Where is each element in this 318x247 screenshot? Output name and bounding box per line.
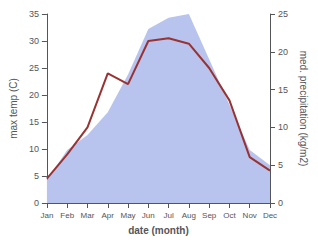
svg-text:Jun: Jun: [142, 211, 155, 220]
svg-text:5: 5: [34, 171, 39, 181]
svg-text:Dec: Dec: [263, 211, 277, 220]
svg-text:10: 10: [29, 144, 39, 154]
svg-text:15: 15: [29, 117, 39, 127]
svg-text:30: 30: [29, 36, 39, 46]
svg-text:0: 0: [278, 198, 283, 208]
svg-text:20: 20: [278, 47, 288, 57]
svg-text:max temp (C): max temp (C): [8, 78, 19, 139]
svg-text:15: 15: [278, 85, 288, 95]
svg-text:Nov: Nov: [243, 211, 257, 220]
svg-text:Aug: Aug: [182, 211, 196, 220]
svg-text:Mar: Mar: [81, 211, 95, 220]
svg-text:Jan: Jan: [40, 211, 53, 220]
svg-text:5: 5: [278, 160, 283, 170]
svg-text:25: 25: [278, 9, 288, 19]
svg-text:med. precipitation (kg/m2): med. precipitation (kg/m2): [298, 51, 309, 167]
svg-text:0: 0: [34, 198, 39, 208]
svg-text:Feb: Feb: [60, 211, 74, 220]
svg-text:25: 25: [29, 63, 39, 73]
svg-text:May: May: [120, 211, 135, 220]
svg-text:Sep: Sep: [202, 211, 217, 220]
svg-text:date (month): date (month): [128, 225, 189, 236]
svg-text:10: 10: [278, 122, 288, 132]
svg-text:Oct: Oct: [223, 211, 236, 220]
svg-text:Jul: Jul: [163, 211, 173, 220]
svg-text:Apr: Apr: [102, 211, 115, 220]
svg-text:35: 35: [29, 9, 39, 19]
svg-text:20: 20: [29, 90, 39, 100]
